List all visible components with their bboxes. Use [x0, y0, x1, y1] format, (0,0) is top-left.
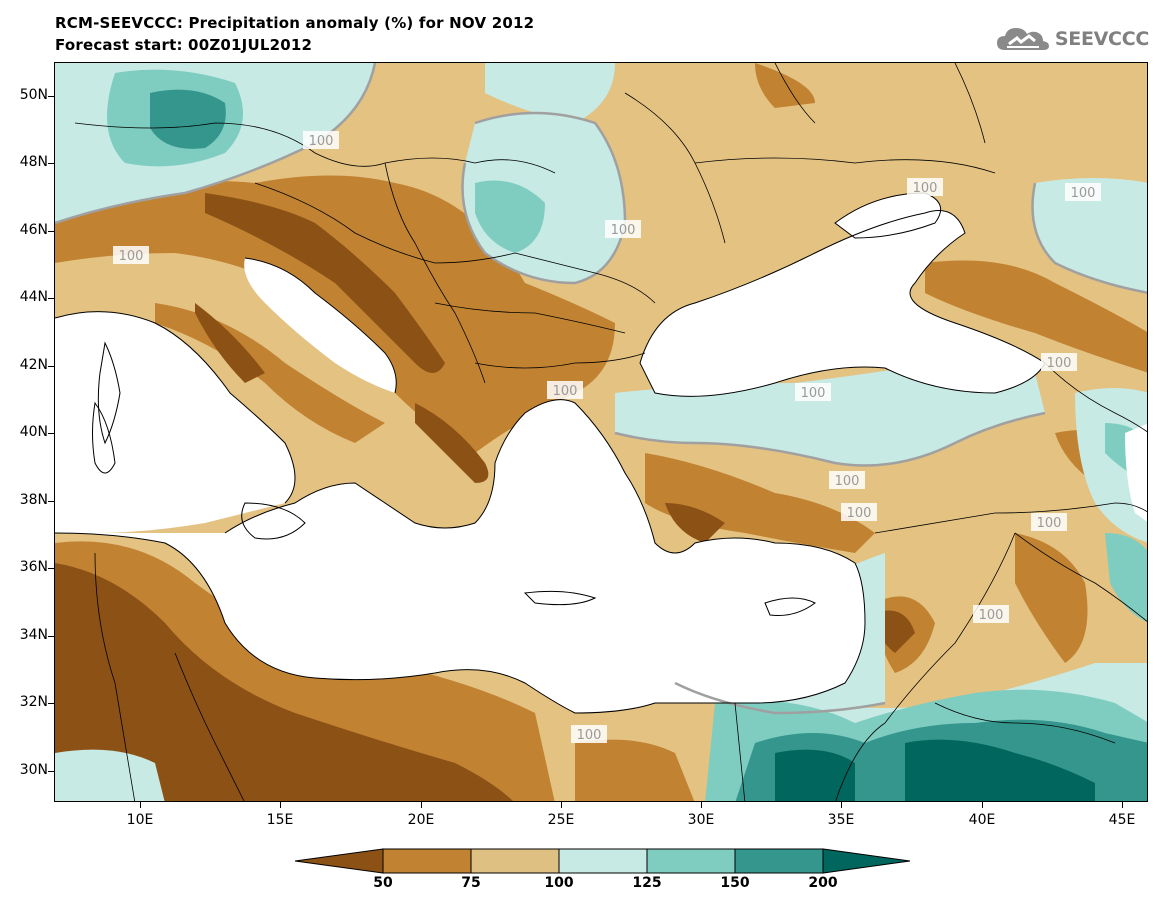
lon-label-25e: 25E [547, 812, 575, 828]
lat-label-40n: 40N [19, 424, 48, 440]
colorbar-segment-above-200 [822, 848, 911, 874]
caspian-sea [1125, 423, 1147, 522]
lat-label-30n: 30N [19, 762, 48, 778]
contour-label: 100 [979, 608, 1004, 623]
tyrrhenian-sea [55, 311, 295, 533]
lon-tick [1122, 802, 1123, 808]
coastlines [55, 192, 1046, 714]
mediterranean-sea [55, 399, 865, 713]
logo-text: SEEVCCC [1054, 28, 1149, 50]
lat-tick [48, 96, 54, 97]
lat-tick [48, 771, 54, 772]
lon-label-20e: 20E [407, 812, 435, 828]
colorbar-label-100: 100 [544, 875, 574, 891]
lon-tick [140, 802, 141, 808]
map-panel: 100 100 100 100 100 100 100 100 100 100 … [54, 62, 1148, 802]
colorbar-segment-150-200 [734, 848, 824, 874]
colorbar-segment-125-150 [646, 848, 736, 874]
contour-label: 100 [847, 506, 872, 521]
colorbar-label-75: 75 [461, 875, 481, 891]
lat-label-46n: 46N [19, 222, 48, 238]
lon-label-40e: 40E [968, 812, 996, 828]
lat-tick [48, 231, 54, 232]
colorbar-label-200: 200 [808, 875, 838, 891]
anomaly-band-above-200 [775, 739, 1095, 801]
lat-tick [48, 568, 54, 569]
contour-value-labels: 100 100 100 100 100 100 100 100 100 100 … [113, 131, 1101, 743]
lon-label-15e: 15E [266, 812, 294, 828]
lat-tick [48, 501, 54, 502]
contour-label: 100 [309, 134, 334, 149]
contour-label: 100 [553, 384, 578, 399]
contour-label: 100 [913, 181, 938, 196]
contour-label: 100 [1047, 356, 1072, 371]
colorbar-segment-below-50 [295, 848, 384, 874]
lat-label-34n: 34N [19, 627, 48, 643]
contour-label: 100 [1071, 186, 1096, 201]
colorbar-segment-100-125 [558, 848, 648, 874]
lon-label-45e: 45E [1108, 812, 1136, 828]
black-sea [640, 210, 1045, 397]
lat-label-38n: 38N [19, 492, 48, 508]
adriatic-sea [244, 258, 397, 393]
lon-tick [841, 802, 842, 808]
contour-lines-100 [55, 63, 1147, 715]
anomaly-map: 100 100 100 100 100 100 100 100 100 100 … [55, 63, 1147, 801]
lat-label-44n: 44N [19, 289, 48, 305]
contour-label: 100 [611, 223, 636, 238]
map-title: RCM-SEEVCCC: Precipitation anomaly (%) f… [55, 14, 535, 32]
lat-tick [48, 163, 54, 164]
lat-label-32n: 32N [19, 694, 48, 710]
lat-label-42n: 42N [19, 357, 48, 373]
lon-label-10e: 10E [126, 812, 154, 828]
lat-tick [48, 636, 54, 637]
lon-tick [561, 802, 562, 808]
lon-label-30e: 30E [687, 812, 715, 828]
colorbar-label-150: 150 [720, 875, 750, 891]
contour-label: 100 [119, 249, 144, 264]
contour-label: 100 [801, 386, 826, 401]
colorbar [295, 848, 911, 874]
cloud-icon [996, 28, 1049, 50]
lat-tick [48, 366, 54, 367]
lat-label-48n: 48N [19, 154, 48, 170]
lon-label-35e: 35E [827, 812, 855, 828]
colorbar-label-125: 125 [632, 875, 662, 891]
lon-tick [280, 802, 281, 808]
anomaly-band-below-50 [55, 193, 915, 801]
sea-of-azov [835, 193, 941, 238]
colorbar-segment-75-100 [470, 848, 560, 874]
forecast-start-subtitle: Forecast start: 00Z01JUL2012 [55, 36, 313, 54]
colorbar-label-50: 50 [373, 875, 393, 891]
lon-tick [701, 802, 702, 808]
sea-areas [55, 193, 1147, 713]
lat-label-36n: 36N [19, 559, 48, 575]
lat-label-50n: 50N [19, 87, 48, 103]
contour-label: 100 [577, 728, 602, 743]
country-borders [74, 63, 1147, 801]
lat-tick [48, 703, 54, 704]
lon-tick [982, 802, 983, 808]
seevccc-logo: SEEVCCC [995, 24, 1149, 54]
contour-label: 100 [1037, 516, 1062, 531]
lat-tick [48, 433, 54, 434]
colorbar-segment-50-75 [382, 848, 472, 874]
contour-label: 100 [835, 474, 860, 489]
lat-tick [48, 298, 54, 299]
lon-tick [421, 802, 422, 808]
